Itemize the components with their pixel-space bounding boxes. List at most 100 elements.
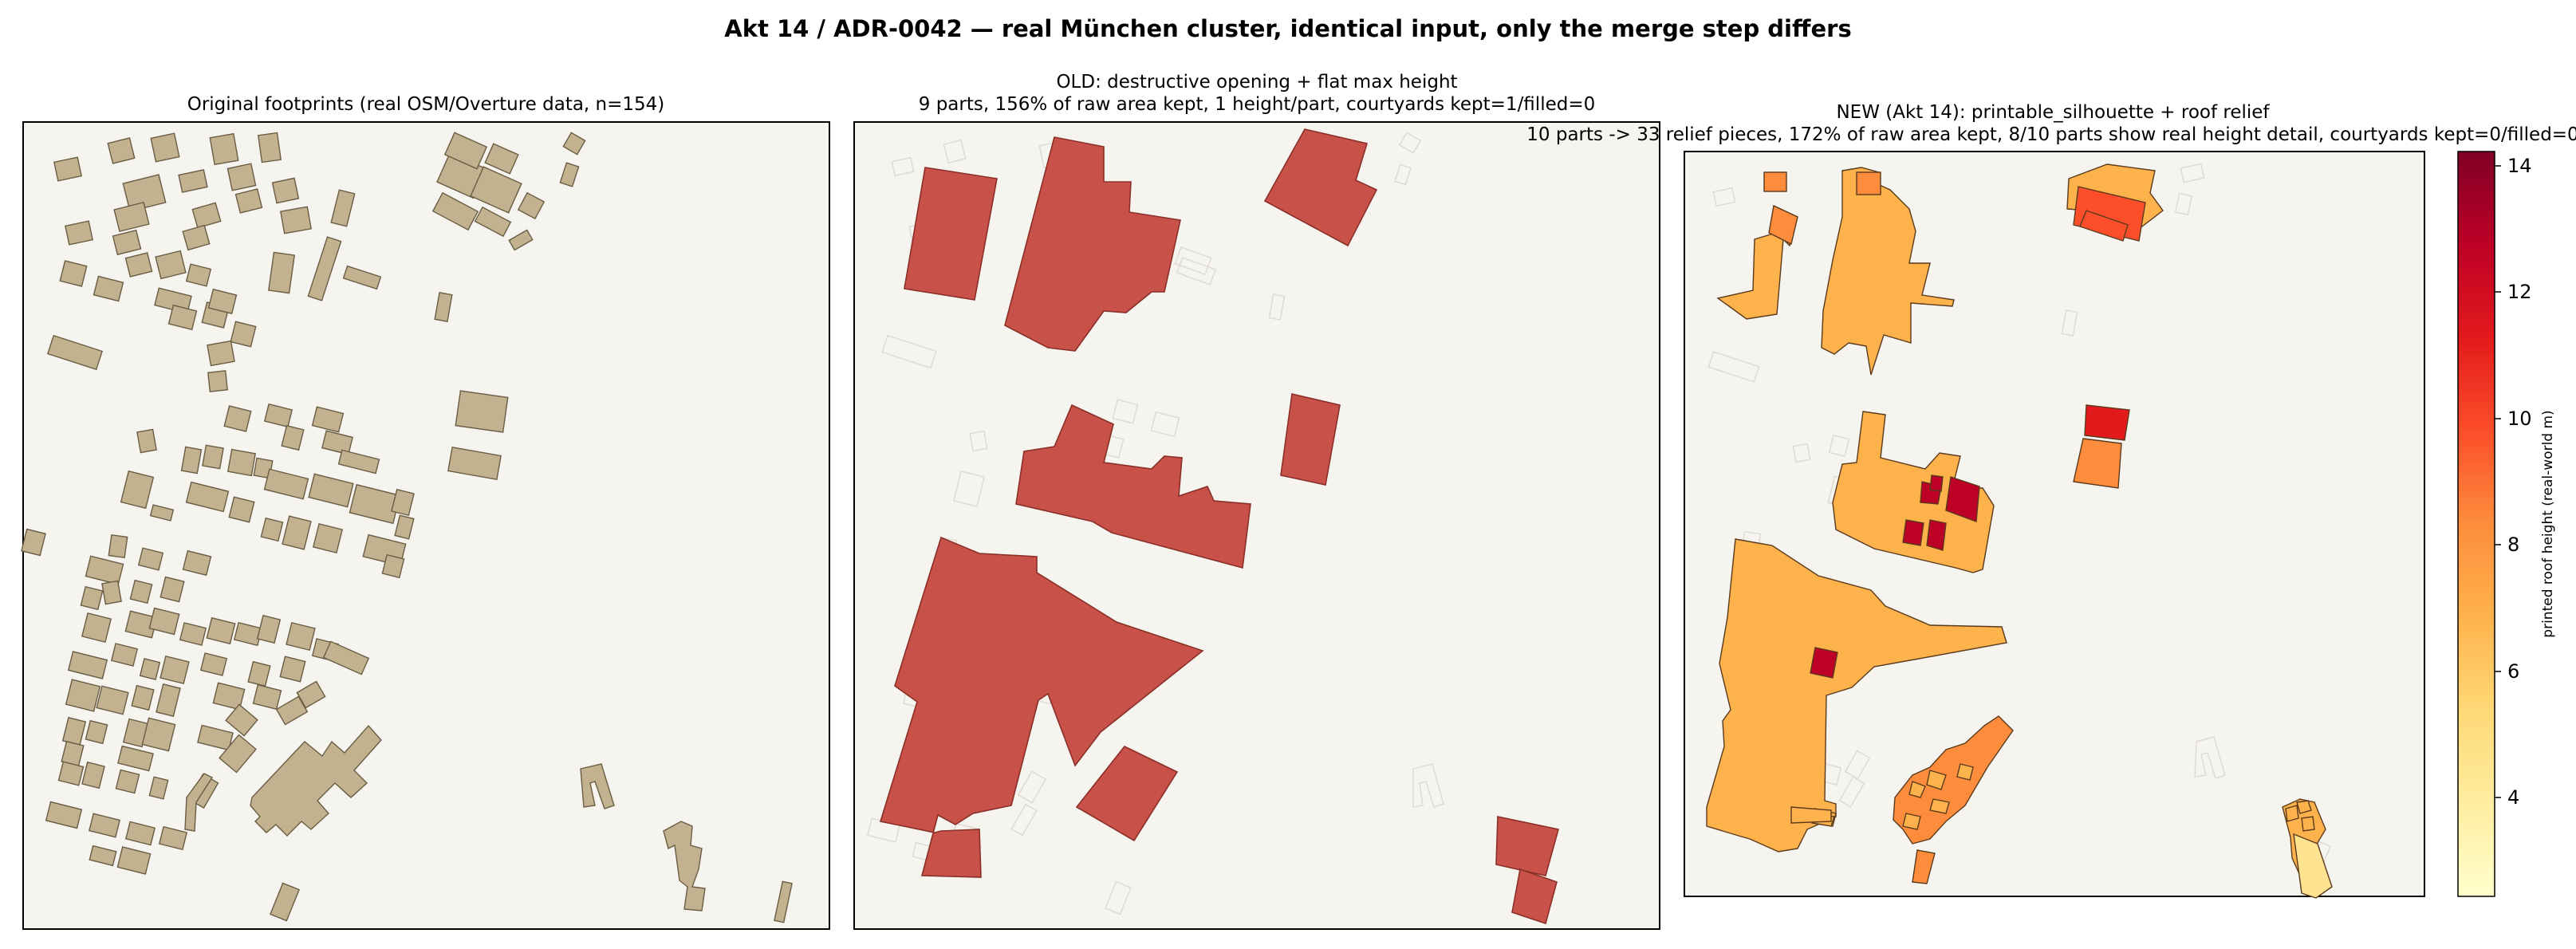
colorbar-tick-label: 8	[2507, 534, 2519, 556]
footprint	[148, 776, 169, 800]
relief-piece	[1945, 476, 1980, 522]
footprint	[182, 224, 211, 251]
footprint	[136, 428, 157, 454]
footprint	[311, 406, 345, 433]
footprint	[443, 132, 488, 170]
footprint	[279, 656, 306, 683]
relief-piece	[1902, 519, 1924, 546]
footprint	[116, 846, 152, 875]
footprint	[663, 821, 706, 912]
panel3-relief-parts	[1706, 163, 2333, 899]
colorbar: 4 6 8 10 12 14 printed roof height (real…	[2457, 151, 2556, 897]
footprint	[59, 260, 88, 287]
footprint	[282, 515, 312, 550]
colorbar-tick-label: 10	[2507, 408, 2532, 430]
footprint	[120, 470, 155, 510]
merged-part	[1004, 136, 1181, 352]
footprint	[263, 468, 309, 500]
footprint	[270, 882, 300, 922]
colorbar-tick-label: 14	[2507, 155, 2532, 177]
footprint	[212, 682, 246, 711]
footprint	[148, 607, 180, 636]
footprint	[226, 163, 257, 191]
colorbar-tick-label: 4	[2507, 786, 2519, 809]
footprint	[167, 304, 198, 331]
footprint	[46, 334, 104, 371]
colorbar-label: printed roof height (real-world m)	[2540, 410, 2556, 637]
footprint	[115, 769, 140, 794]
footprint	[470, 166, 522, 214]
relief-piece	[2296, 800, 2312, 814]
relief-piece	[2293, 833, 2333, 899]
footprint	[256, 614, 282, 644]
footprint	[250, 724, 382, 837]
relief-piece	[2301, 816, 2315, 832]
footprint	[185, 263, 212, 287]
footprint	[131, 684, 155, 711]
footprint	[139, 658, 161, 680]
relief-piece	[1810, 647, 1838, 679]
footprint	[108, 534, 128, 559]
relief-piece	[2073, 438, 2122, 489]
footprint	[517, 191, 546, 220]
footprint	[117, 745, 154, 772]
footprint	[65, 220, 93, 246]
footprint	[267, 251, 296, 294]
footprint	[124, 821, 156, 846]
colorbar-tick-label: 6	[2507, 660, 2519, 683]
relief-piece	[1929, 475, 1944, 492]
footprint	[81, 761, 105, 790]
footprint	[280, 206, 312, 234]
footprint	[391, 488, 415, 517]
colorbar-gradient	[2457, 151, 2495, 897]
footprint	[180, 446, 203, 475]
relief-piece	[1763, 171, 1787, 192]
relief-piece	[2285, 805, 2299, 822]
relief-piece	[1706, 538, 2007, 853]
footprint	[65, 679, 101, 712]
footprint	[107, 137, 136, 164]
footprint	[197, 724, 234, 751]
panel3-title-line2: 10 parts -> 33 relief pieces, 172% of ra…	[1526, 124, 2576, 145]
footprint	[67, 651, 108, 679]
merged-part	[1263, 128, 1378, 247]
footprint	[184, 773, 214, 832]
footprint	[110, 643, 139, 667]
relief-piece	[1790, 806, 1832, 824]
footprint	[85, 719, 108, 745]
footprint	[122, 174, 167, 212]
relief-piece	[2084, 404, 2130, 441]
footprint	[562, 132, 586, 156]
footprint	[252, 683, 282, 711]
panel1-footprints	[21, 132, 793, 923]
footprint	[337, 449, 380, 475]
relief-piece	[1926, 519, 1947, 551]
footprint	[474, 206, 512, 238]
merged-part	[904, 167, 998, 301]
relief-piece	[1893, 715, 2014, 845]
footprint	[129, 579, 153, 604]
footprint	[559, 162, 580, 187]
footprint	[330, 189, 356, 227]
merged-part	[1015, 404, 1251, 569]
merged-part	[879, 536, 1204, 878]
footprint	[81, 612, 112, 644]
colorbar-tick-label: 12	[2507, 281, 2532, 303]
footprint	[394, 514, 415, 540]
footprint	[207, 370, 228, 392]
relief-piece	[1956, 763, 1974, 781]
footprint	[286, 621, 316, 652]
footprint	[96, 685, 129, 715]
footprint	[508, 229, 534, 251]
footprint	[85, 555, 124, 585]
merged-part	[1075, 745, 1179, 842]
footprint	[228, 496, 255, 523]
relief-piece	[1856, 171, 1881, 195]
panel1-title: Original footprints (real OSM/Overture d…	[187, 94, 665, 115]
footprint	[202, 444, 224, 470]
footprint	[455, 390, 509, 433]
footprint	[199, 652, 228, 676]
footprint	[112, 229, 142, 256]
footprint	[179, 622, 207, 646]
